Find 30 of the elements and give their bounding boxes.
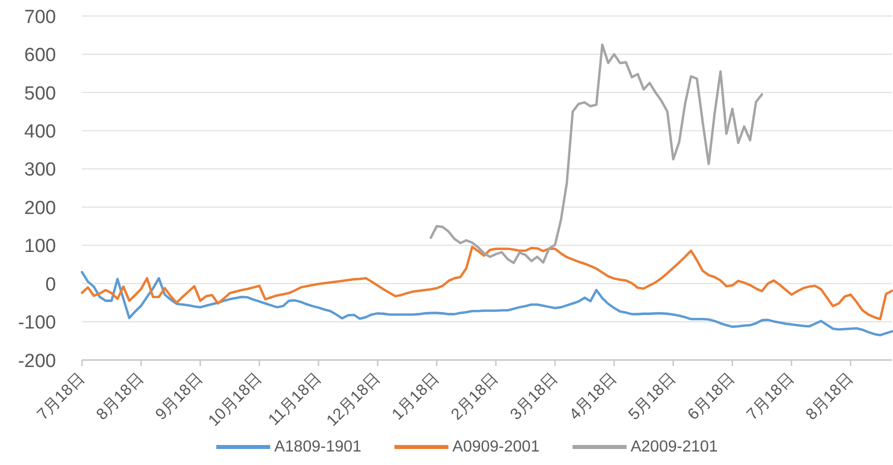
x-tick-label: 6月18日 [684,370,738,424]
x-tick-label: 9月18日 [152,370,206,424]
x-tick-label: 8月18日 [803,370,857,424]
x-tick-label: 2月18日 [448,370,502,424]
line-series [80,246,893,320]
y-tick-label: 300 [24,160,56,181]
y-tick-label: -200 [18,350,56,372]
line-series [80,270,893,336]
x-tick-label: 11月18日 [266,370,325,429]
y-tick-label: 500 [24,83,56,104]
legend-label: A1809-1901 [274,438,362,456]
y-tick-label: 700 [24,6,56,28]
legend-label: A0909-2001 [452,438,540,456]
x-tick-label: 4月18日 [566,370,620,424]
x-tick-label: 7月18日 [34,370,88,424]
x-tick-label: 7月18日 [744,370,798,424]
y-tick-label: -100 [18,312,56,334]
x-tick-label: 8月18日 [94,370,148,424]
y-tick-label: 100 [24,236,56,258]
y-tick-label: 0 [45,274,56,296]
line-series [430,43,764,264]
legend-label: A2009-2101 [630,438,718,456]
x-tick-label: 10月18日 [206,370,266,430]
x-tick-label: 1月18日 [389,370,443,424]
x-tick-label: 5月18日 [626,370,680,424]
y-tick-label: 600 [24,45,56,66]
y-tick-label: 200 [24,198,56,219]
y-tick-label: 400 [24,121,56,142]
x-tick-label: 3月18日 [507,370,562,424]
x-tick-label: 12月18日 [324,370,384,430]
